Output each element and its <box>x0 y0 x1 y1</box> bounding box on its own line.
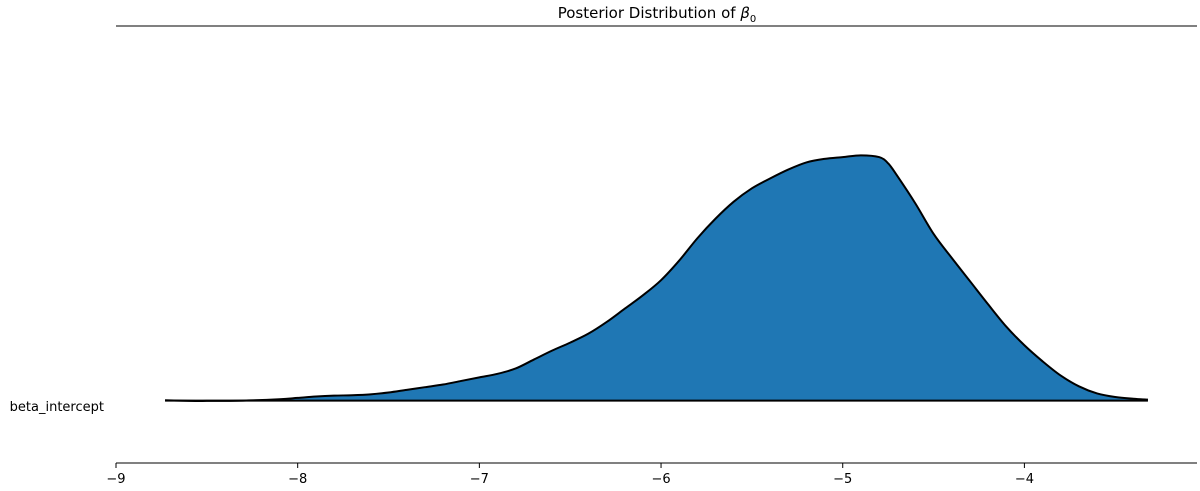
x-tick-label: −9 <box>106 472 125 487</box>
density-line <box>165 154 1149 402</box>
density-fill <box>165 155 1148 401</box>
x-tick-label: −4 <box>1015 472 1034 487</box>
chart-title: Posterior Distribution of β0 <box>558 4 757 25</box>
plot-area <box>165 154 1149 402</box>
x-tick-label: −8 <box>288 472 307 487</box>
row-label: beta_intercept <box>10 400 104 415</box>
x-tick-label: −7 <box>470 472 489 487</box>
x-axis-ticks: −9 −8 −7 −6 −5 −4 <box>106 463 1034 487</box>
x-tick-label: −6 <box>651 472 670 487</box>
x-tick-label: −5 <box>833 472 852 487</box>
